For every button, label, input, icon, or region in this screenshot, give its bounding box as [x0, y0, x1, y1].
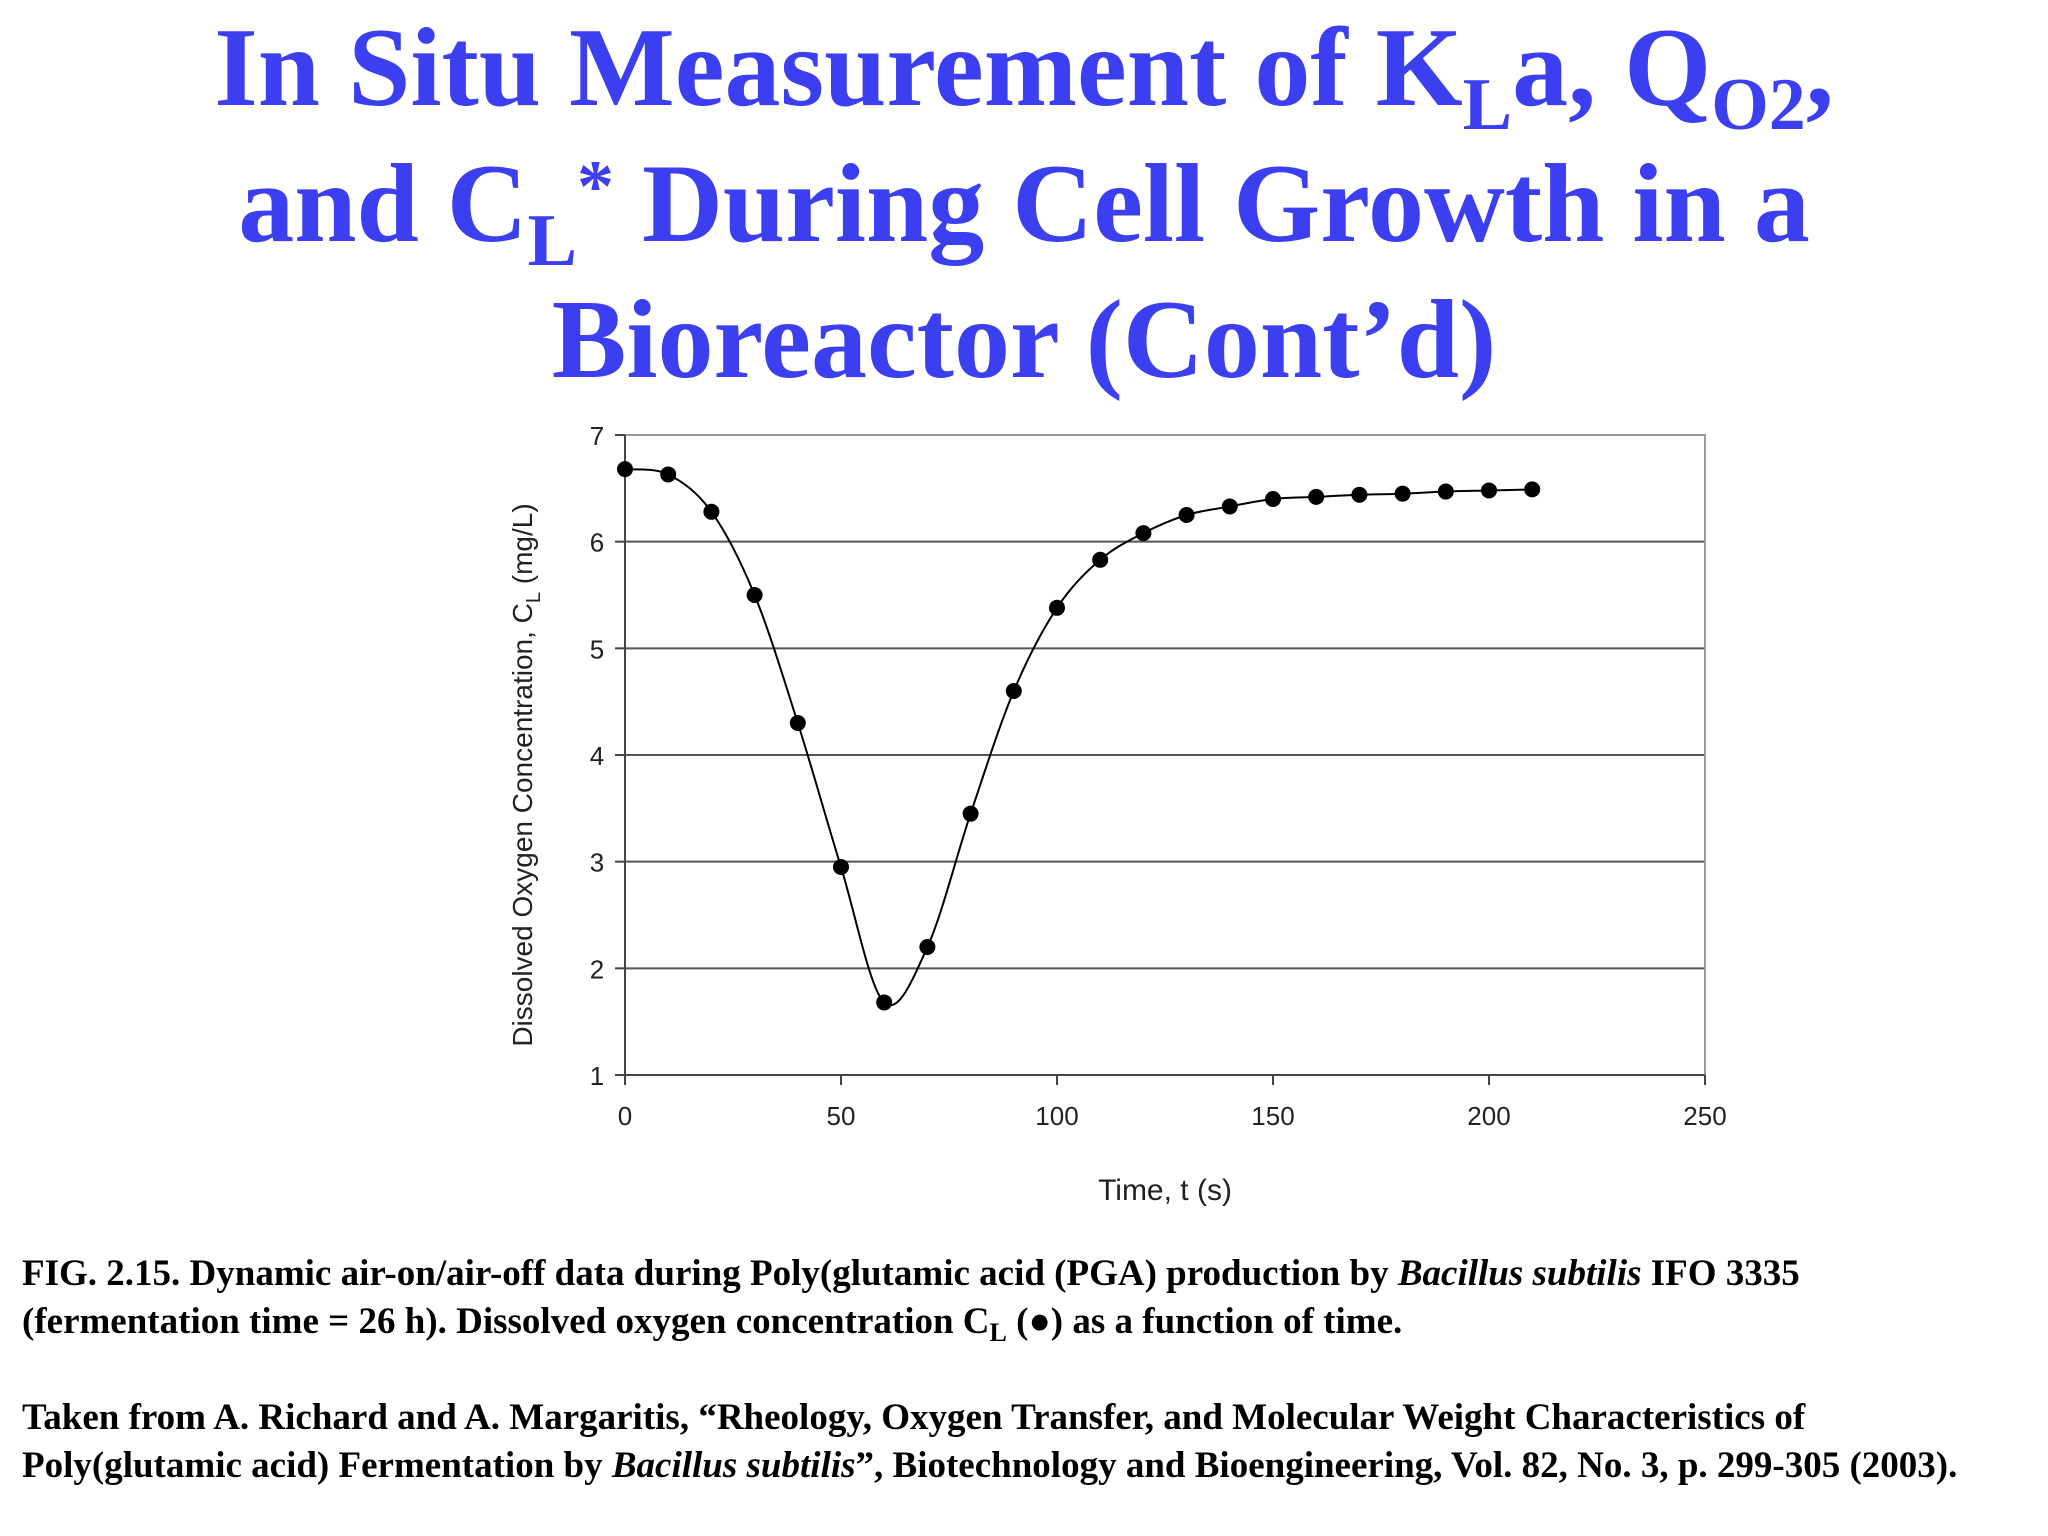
x-tick-label-250: 250: [1683, 1101, 1726, 1131]
data-point-100: [1049, 599, 1065, 616]
data-point-90: [1005, 683, 1022, 699]
data-point-30: [746, 587, 763, 603]
y-tick-label-1: 1: [590, 1061, 604, 1091]
data-point-60: [876, 994, 893, 1011]
data-point-120: [1135, 525, 1152, 542]
data-point-10: [660, 466, 677, 483]
title-line-1: In Situ Measurement of KLa, QO2,: [214, 6, 1834, 146]
y-tick-label-2: 2: [590, 954, 604, 984]
oxygen-chart: 1 2 3 4 5 6 7 0 50 100 150 200 250 Time, t (s) Disso…: [507, 421, 1727, 1207]
data-point-20: [703, 503, 720, 520]
data-point-150: [1265, 491, 1281, 507]
data-point-40: [789, 715, 806, 731]
x-tick-label-0: 0: [618, 1101, 632, 1131]
figure-description: FIG. 2.15. Dynamic air-on/air-off data d…: [22, 1253, 1800, 1347]
data-points: [617, 461, 1541, 1011]
data-point-160: [1308, 488, 1325, 505]
data-point-0: [617, 461, 633, 478]
x-tick-label-100: 100: [1035, 1101, 1078, 1131]
x-axis-label: Time, t (s): [1098, 1174, 1232, 1207]
figure-caption: FIG. 2.15. Dynamic air-on/air-off data d…: [22, 1250, 2022, 1490]
data-point-70: [919, 939, 936, 955]
x-tick-label-200: 200: [1467, 1101, 1510, 1131]
y-tick-label-5: 5: [590, 634, 604, 664]
data-point-200: [1481, 482, 1497, 499]
data-point-180: [1394, 485, 1411, 502]
title-line-3: Bioreactor (Cont’d): [551, 278, 1497, 402]
y-tick-label-4: 4: [590, 741, 604, 771]
y-tick-label-7: 7: [590, 421, 604, 451]
data-point-110: [1092, 551, 1109, 568]
data-point-80: [962, 805, 979, 822]
data-point-190: [1437, 483, 1454, 500]
data-point-130: [1178, 507, 1195, 523]
source-citation: Taken from A. Richard and A. Margaritis,…: [22, 1397, 1958, 1486]
title-line-2: and CL* During Cell Growth in a: [238, 142, 1810, 282]
y-tick-label-6: 6: [590, 528, 604, 558]
fit-curve: [624, 468, 1533, 1007]
data-point-210: [1524, 481, 1541, 498]
data-point-140: [1221, 498, 1238, 515]
data-point-50: [833, 859, 849, 875]
chart-ticks: 1 2 3 4 5 6 7 0 50 100 150 200 250: [590, 421, 1727, 1131]
y-axis-label: Dissolved Oxygen Concentration, CL (mg/L…: [507, 503, 545, 1046]
x-tick-label-150: 150: [1251, 1101, 1294, 1131]
y-tick-label-3: 3: [590, 848, 604, 878]
x-tick-label-50: 50: [827, 1101, 856, 1131]
chart-grid: [625, 434, 1705, 1076]
slide-title: In Situ Measurement of KLa, QO2, and CL*…: [0, 0, 2048, 408]
data-point-170: [1351, 486, 1368, 503]
